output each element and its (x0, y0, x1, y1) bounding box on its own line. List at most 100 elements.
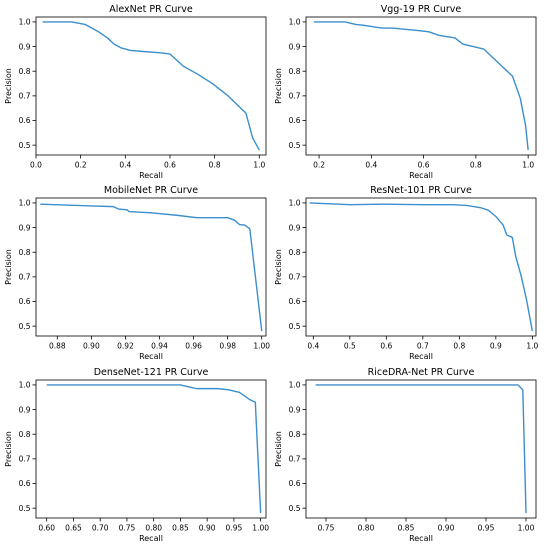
x-tick-label: 0.2 (75, 161, 87, 170)
y-tick-label: 0.9 (19, 223, 31, 232)
x-tick-label: 0.2 (313, 161, 325, 170)
y-tick-label: 0.5 (289, 141, 301, 150)
x-tick-label: 0.4 (365, 161, 377, 170)
x-tick-label: 0.65 (65, 524, 82, 533)
y-tick-label: 0.7 (19, 273, 31, 282)
pr-curve-line (309, 202, 534, 332)
x-tick-label: 0.6 (418, 161, 430, 170)
y-tick-label: 0.6 (19, 297, 31, 306)
y-tick-label: 0.8 (289, 430, 301, 439)
x-tick-label: 0.6 (164, 161, 176, 170)
y-tick-label: 0.8 (289, 248, 301, 257)
y-tick-label: 0.5 (289, 322, 301, 331)
y-tick-label: 0.6 (19, 479, 31, 488)
x-axis-label: Recall (139, 352, 163, 361)
chart-title: ResNet-101 PR Curve (370, 185, 472, 196)
chart-title: RiceDRA-Net PR Curve (368, 367, 475, 378)
y-tick-label: 1.0 (19, 381, 31, 390)
x-tick-label: 0.8 (453, 342, 465, 351)
x-axis-label: Recall (409, 534, 433, 543)
x-tick-label: 0.95 (478, 524, 495, 533)
x-axis-label: Recall (139, 171, 163, 180)
x-tick-label: 1.00 (518, 524, 535, 533)
chart-panel: ResNet-101 PR Curve 0.4 0.5 0.6 0.7 0.8 0.9 1.0… (274, 185, 539, 361)
x-tick-label: 0.85 (172, 524, 189, 533)
x-tick-label: 0.92 (117, 342, 134, 351)
y-axis-label: Precision (274, 431, 283, 467)
y-axis-label: Precision (274, 249, 283, 285)
y-tick-label: 1.0 (19, 18, 31, 27)
x-tick-label: 0.85 (398, 524, 415, 533)
chart-panel: Vgg-19 PR Curve 0.2 0.4 0.6 0.8 1.0 0.5 0.6 0.7 0… (274, 4, 537, 180)
x-tick-label: 0.90 (199, 524, 216, 533)
x-tick-label: 1.00 (252, 524, 269, 533)
x-tick-label: 0.96 (185, 342, 202, 351)
y-tick-label: 0.9 (289, 405, 301, 414)
chart-panel: MobileNet PR Curve 0.88 0.90 0.92 0.94 0.96 0.… (4, 185, 270, 361)
x-tick-label: 0.9 (490, 342, 502, 351)
x-tick-label: 0.90 (438, 524, 455, 533)
y-tick-label: 0.5 (19, 322, 31, 331)
x-tick-label: 0.90 (83, 342, 100, 351)
pr-curve-line (315, 384, 527, 514)
y-tick-label: 0.6 (19, 116, 31, 125)
chart-title: Vgg-19 PR Curve (381, 4, 462, 15)
y-tick-label: 1.0 (289, 18, 301, 27)
y-tick-label: 1.0 (289, 199, 301, 208)
pr-curve-line (40, 203, 263, 332)
x-tick-label: 0.98 (219, 342, 236, 351)
x-tick-label: 0.70 (92, 524, 109, 533)
x-tick-label: 0.80 (145, 524, 162, 533)
y-tick-label: 1.0 (19, 199, 31, 208)
pr-curve-line (42, 21, 260, 151)
plot-frame (35, 197, 267, 337)
x-axis-label: Recall (139, 534, 163, 543)
pr-curve-line (46, 384, 262, 514)
y-tick-label: 0.7 (289, 273, 301, 282)
y-tick-label: 0.9 (289, 42, 301, 51)
y-tick-label: 0.8 (289, 67, 301, 76)
y-axis-label: Precision (274, 68, 283, 104)
x-tick-label: 0.6 (380, 342, 392, 351)
x-tick-label: 0.4 (119, 161, 131, 170)
y-tick-label: 0.6 (289, 479, 301, 488)
x-tick-label: 0.4 (307, 342, 319, 351)
x-tick-label: 0.75 (318, 524, 335, 533)
y-axis-label: Precision (4, 68, 13, 104)
y-tick-label: 0.9 (19, 405, 31, 414)
y-axis-label: Precision (4, 249, 13, 285)
x-axis-label: Recall (409, 171, 433, 180)
y-tick-label: 0.7 (19, 92, 31, 101)
y-tick-label: 0.8 (19, 67, 31, 76)
x-tick-label: 0.95 (226, 524, 243, 533)
y-tick-label: 0.6 (289, 116, 301, 125)
x-tick-label: 0.7 (417, 342, 429, 351)
y-tick-label: 0.5 (19, 141, 31, 150)
x-tick-label: 0.8 (209, 161, 221, 170)
y-tick-label: 0.5 (19, 504, 31, 513)
y-tick-label: 0.6 (289, 297, 301, 306)
x-tick-label: 1.0 (526, 342, 538, 351)
y-tick-label: 0.7 (289, 92, 301, 101)
x-tick-label: 0.75 (119, 524, 136, 533)
chart-title: MobileNet PR Curve (104, 185, 198, 196)
y-axis-label: Precision (4, 431, 13, 467)
x-tick-label: 0.0 (30, 161, 42, 170)
chart-panel: RiceDRA-Net PR Curve 0.75 0.80 0.85 0.90 0.95… (274, 367, 537, 543)
plot-frame (35, 16, 267, 156)
x-tick-label: 0.8 (470, 161, 482, 170)
plot-frame (35, 379, 267, 519)
y-tick-label: 1.0 (289, 381, 301, 390)
x-tick-label: 0.5 (344, 342, 356, 351)
x-tick-label: 1.0 (522, 161, 534, 170)
y-tick-label: 0.9 (19, 42, 31, 51)
x-tick-label: 0.80 (358, 524, 375, 533)
chart-title: DenseNet-121 PR Curve (94, 367, 209, 378)
x-tick-label: 1.0 (253, 161, 265, 170)
pr-curve-line (313, 21, 529, 151)
x-axis-label: Recall (409, 352, 433, 361)
plot-frame (305, 197, 537, 337)
y-tick-label: 0.7 (19, 455, 31, 464)
x-tick-label: 0.88 (49, 342, 66, 351)
